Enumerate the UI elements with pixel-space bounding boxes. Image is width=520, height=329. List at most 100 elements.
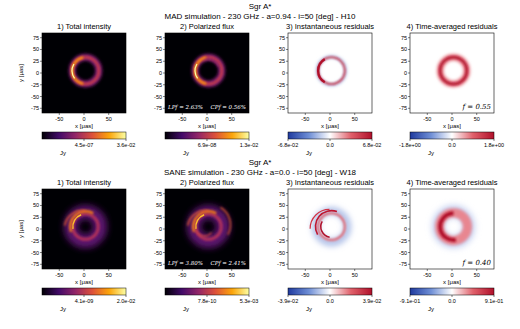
y-tick-label: -75 [399, 261, 407, 267]
y-tick-label: -50 [154, 250, 162, 256]
colorbar-tick-label: 0.0 [326, 298, 334, 304]
panel-title: 2) Polarized flux [180, 22, 234, 31]
colorbar-tick [126, 295, 127, 297]
y-label: y [μas] [18, 220, 24, 238]
y-tick-label: 50 [401, 46, 407, 52]
x-tick [207, 269, 208, 271]
streak [193, 211, 216, 232]
colorbar-tick-label: 0.0 [448, 142, 456, 148]
image-background [410, 189, 494, 269]
y-tick-label: 50 [401, 202, 407, 208]
image-background [410, 33, 494, 113]
colorbar-label: Jy [306, 306, 312, 312]
y-tick [286, 193, 288, 194]
x-tick-label: 0 [328, 272, 331, 278]
x-tick-label: 0 [82, 116, 85, 122]
y-tick-label: -75 [399, 105, 407, 111]
x-tick-label: 50 [229, 116, 235, 122]
y-tick [408, 49, 410, 50]
streak [220, 207, 230, 234]
annotation: f = 0.55 [462, 103, 492, 111]
x-tick-label: -50 [301, 272, 309, 278]
x-tick-label: 0 [450, 272, 453, 278]
panel-title: 4) Time-averaged residuals [407, 22, 498, 31]
colorbar-tick [249, 139, 250, 141]
y-tick [163, 49, 165, 50]
y-tick [40, 252, 42, 253]
colorbar-label: Jy [183, 150, 189, 156]
y-tick [40, 240, 42, 241]
y-tick [163, 193, 165, 194]
x-tick-label: -50 [423, 116, 431, 122]
streak [196, 215, 204, 229]
image [410, 33, 494, 113]
y-tick [40, 205, 42, 206]
y-tick-label: 0 [36, 70, 39, 76]
colorbar-tick-label: 1.8e+00 [484, 142, 504, 148]
colorbar-tick-label: 0.0 [326, 142, 334, 148]
plot-frame [165, 189, 249, 269]
x-tick [427, 269, 428, 271]
colorbar [410, 132, 494, 139]
annotation: LPf = 3.80% [167, 260, 203, 267]
colorbar-label: Jy [60, 150, 66, 156]
colorbar [165, 288, 249, 295]
figure: Sgr A*MAD simulation - 230 GHz - a=0.94 … [0, 0, 520, 329]
crescent-peak [72, 64, 74, 78]
y-tick [408, 61, 410, 62]
y-tick-label: -25 [154, 82, 162, 88]
colorbar-tick [452, 139, 453, 141]
y-tick-label: -25 [277, 238, 285, 244]
image-background [165, 189, 249, 269]
x-tick [182, 269, 183, 271]
colorbar-tick [372, 295, 373, 297]
ring [196, 214, 221, 239]
y-tick-label: 0 [404, 226, 407, 232]
subtitle: MAD simulation - 230 GHz - a=0.94 - i=50… [165, 12, 356, 21]
y-tick-label: 25 [401, 214, 407, 220]
colorbar-tick [330, 139, 331, 141]
crescent-peak [195, 64, 197, 78]
y-tick-label: 25 [33, 58, 39, 64]
x-tick [427, 113, 428, 115]
y-tick-label: 75 [279, 35, 285, 41]
y-tick-label: 75 [279, 191, 285, 197]
y-tick-label: 25 [279, 214, 285, 220]
colorbar-tick-label: -9.1e-01 [400, 298, 421, 304]
y-tick [163, 205, 165, 206]
panel-title: 2) Polarized flux [180, 178, 234, 187]
y-tick-label: -50 [277, 94, 285, 100]
y-tick-label: 75 [156, 191, 162, 197]
y-tick [408, 240, 410, 241]
residual-crescent [318, 59, 325, 82]
y-tick [286, 49, 288, 50]
annotation: CPf = 2.41% [210, 260, 246, 267]
x-tick [108, 113, 109, 115]
x-tick-label: 0 [450, 116, 453, 122]
y-tick-label: -25 [31, 82, 39, 88]
ring [72, 57, 99, 84]
y-tick [40, 108, 42, 109]
y-tick [40, 193, 42, 194]
colorbar [42, 288, 126, 295]
x-tick-label: 50 [352, 272, 358, 278]
x-tick [207, 113, 208, 115]
y-tick [286, 61, 288, 62]
x-tick-label: -50 [55, 116, 63, 122]
y-tick-label: -50 [277, 250, 285, 256]
y-tick [408, 252, 410, 253]
y-tick [286, 73, 288, 74]
residual-glow [440, 57, 467, 84]
residual-crescent [440, 213, 456, 240]
y-tick-label: 25 [401, 58, 407, 64]
y-tick [40, 264, 42, 265]
residual-negative [315, 211, 347, 243]
colorbar-label: Jy [60, 306, 66, 312]
x-tick [305, 269, 306, 271]
colorbar-tick-label: 1.3e-02 [240, 142, 259, 148]
plot-frame [410, 33, 494, 113]
y-tick-label: 75 [401, 191, 407, 197]
residual-ring [318, 213, 345, 240]
y-tick [163, 264, 165, 265]
streak [188, 211, 209, 226]
